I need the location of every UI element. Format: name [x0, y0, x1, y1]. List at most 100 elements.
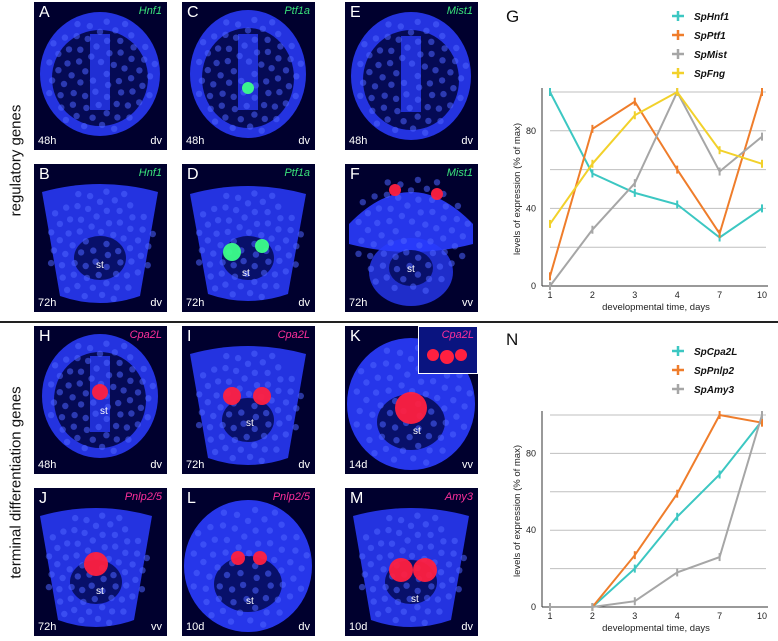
regulatory-genes-text: regulatory genes	[7, 104, 25, 217]
view-label: dv	[298, 459, 310, 471]
view-label: vv	[462, 297, 473, 309]
y-tick-label: 80	[526, 126, 536, 136]
x-tick-label: 4	[675, 611, 680, 621]
legend-label: SpFng	[694, 69, 725, 80]
legend-label: SpHnf1	[694, 12, 729, 23]
x-tick-label: 3	[632, 611, 637, 621]
micrograph-panel-i: I Cpa2L 72h dv st	[182, 326, 315, 474]
view-label: vv	[462, 459, 473, 471]
legend-label: SpAmy3	[694, 385, 734, 396]
stage-label: 72h	[349, 297, 368, 309]
stomach-label: st	[407, 264, 415, 275]
inset-gene-label: Cpa2L	[441, 329, 474, 341]
y-tick-label: 80	[526, 448, 536, 458]
x-axis-label: developmental time, days	[602, 302, 710, 313]
terminal-genes-text: terminal differentiation genes	[7, 385, 25, 579]
view-label: dv	[461, 135, 473, 147]
y-axis-label: levels of expression (% of max)	[512, 445, 523, 577]
x-tick-label: 2	[590, 290, 595, 300]
micrograph-panel-j: J Pnlp2/5 72h vv st	[34, 488, 167, 636]
stage-label: 72h	[38, 621, 57, 633]
panel-letter: M	[350, 490, 364, 507]
stage-label: 48h	[38, 459, 57, 471]
stomach-label: st	[246, 596, 254, 607]
legend-label: SpCpa2L	[694, 347, 737, 358]
micrograph-panel-l: L Pnlp2/5 10d dv st	[182, 488, 315, 636]
x-tick-label: 3	[632, 290, 637, 300]
panel-letter: L	[187, 490, 196, 507]
x-tick-label: 10	[757, 611, 767, 621]
view-label: dv	[461, 621, 473, 633]
micrograph-panel-b: B Hnf1 72h dv st	[34, 164, 167, 312]
panel-letter: F	[350, 166, 360, 183]
gene-label: Hnf1	[138, 167, 162, 179]
y-tick-label: 40	[526, 525, 536, 535]
gene-label: Pnlp2/5	[124, 491, 162, 503]
legend-label: SpPtf1	[694, 31, 726, 42]
stomach-label: st	[242, 268, 250, 279]
panel-letter: D	[187, 166, 199, 183]
terminal-genes-label: terminal differentiation genes	[0, 323, 32, 641]
stomach-label: st	[246, 418, 254, 429]
panel-letter: J	[39, 490, 47, 507]
section-divider	[0, 321, 778, 323]
series-line-spmist	[549, 89, 763, 287]
view-label: dv	[298, 621, 310, 633]
stage-label: 72h	[186, 297, 205, 309]
gene-label: Mist1	[446, 167, 473, 179]
series-line-spcpa2l	[550, 420, 763, 608]
chart-n: N 0 40 80 1 2 3 4 7 10 developmental time, days lev…	[506, 330, 768, 634]
gene-label: Hnf1	[138, 5, 162, 17]
stage-label: 72h	[186, 459, 205, 471]
stage-label: 10d	[186, 621, 205, 633]
inset-image: Cpa2L	[418, 326, 478, 374]
stage-label: 10d	[349, 621, 368, 633]
panel-letter: H	[39, 328, 51, 345]
y-tick-label: 40	[526, 203, 536, 213]
legend-label: SpPnlp2	[694, 366, 734, 377]
chart-g: G 0 40 80 1 2 3 4 7 10 developmental time, days lev…	[506, 7, 768, 313]
stage-label: 48h	[38, 135, 57, 147]
stomach-label: st	[100, 406, 108, 417]
series-line-sppnlp2	[550, 413, 763, 608]
view-label: vv	[151, 621, 162, 633]
stage-label: 14d	[349, 459, 368, 471]
x-tick-label: 7	[717, 290, 722, 300]
micrograph-panel-a: A Hnf1 48h dv	[34, 2, 167, 150]
regulatory-genes-label: regulatory genes	[0, 0, 32, 321]
stage-label: 72h	[38, 297, 57, 309]
legend-label: SpMist	[694, 50, 727, 61]
y-tick-label: 0	[531, 602, 536, 612]
series-line-spptf1	[549, 91, 763, 277]
x-tick-label: 1	[547, 290, 552, 300]
gene-label: Ptf1a	[284, 5, 310, 17]
panel-letter: E	[350, 4, 361, 21]
x-tick-label: 4	[675, 290, 680, 300]
x-axis-label: developmental time, days	[602, 623, 710, 634]
stage-label: 48h	[349, 135, 368, 147]
view-label: dv	[150, 135, 162, 147]
gene-label: Cpa2L	[277, 329, 310, 341]
y-tick-label: 0	[531, 281, 536, 291]
gene-label: Cpa2L	[129, 329, 162, 341]
panel-letter: A	[39, 4, 50, 21]
stomach-label: st	[96, 260, 104, 271]
view-label: dv	[298, 135, 310, 147]
view-label: dv	[150, 297, 162, 309]
gene-label: Pnlp2/5	[272, 491, 310, 503]
chart-panel-letter: N	[506, 330, 518, 349]
micrograph-panel-h: H Cpa2L 48h dv st	[34, 326, 167, 474]
micrograph-panel-k: K 14d vv st Cpa2L	[345, 326, 478, 474]
stomach-label: st	[411, 594, 419, 605]
x-tick-label: 2	[590, 611, 595, 621]
panel-letter: I	[187, 328, 192, 345]
gene-label: Mist1	[446, 5, 473, 17]
panel-letter: C	[187, 4, 199, 21]
x-tick-label: 10	[757, 290, 767, 300]
panel-letter: K	[350, 328, 361, 345]
series-line-sphnf1	[549, 91, 763, 239]
stomach-label: st	[96, 586, 104, 597]
micrograph-panel-c: C Ptf1a 48h dv	[182, 2, 315, 150]
series-line-spamy3	[550, 414, 763, 608]
series-line-spfng	[549, 90, 763, 225]
